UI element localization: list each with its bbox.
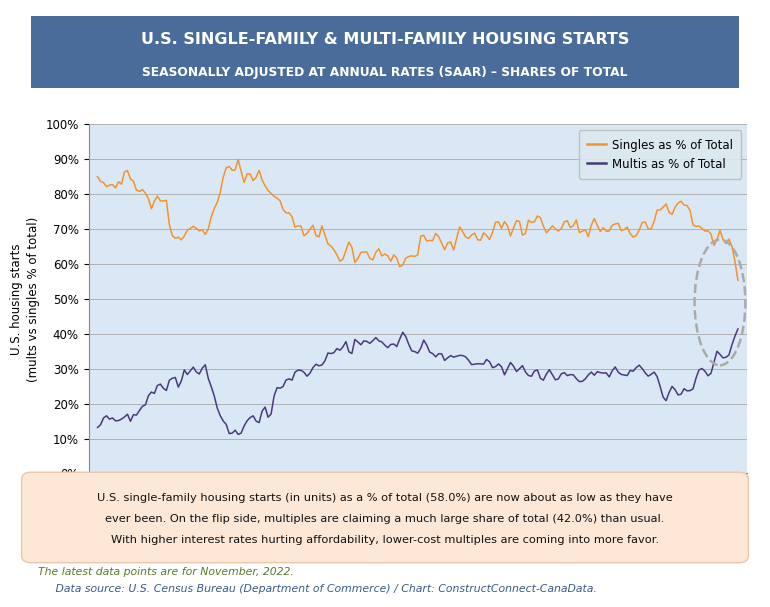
Text: SEASONALLY ADJUSTED AT ANNUAL RATES (SAAR) – SHARES OF TOTAL: SEASONALLY ADJUSTED AT ANNUAL RATES (SAA… bbox=[142, 66, 628, 79]
Text: ever been. On the flip side, multiples are claiming a much large share of total : ever been. On the flip side, multiples a… bbox=[105, 514, 665, 524]
Text: U.S. SINGLE-FAMILY & MULTI-FAMILY HOUSING STARTS: U.S. SINGLE-FAMILY & MULTI-FAMILY HOUSIN… bbox=[141, 32, 629, 47]
X-axis label: Year and month: Year and month bbox=[359, 517, 477, 531]
Text: U.S. single-family housing starts (in units) as a % of total (58.0%) are now abo: U.S. single-family housing starts (in un… bbox=[97, 493, 673, 503]
Text: The latest data points are for November, 2022.: The latest data points are for November,… bbox=[38, 567, 294, 577]
Text: Data source: U.S. Census Bureau (Department of Commerce) / Chart: ConstructConne: Data source: U.S. Census Bureau (Departm… bbox=[38, 584, 598, 594]
Legend: Singles as % of Total, Multis as % of Total: Singles as % of Total, Multis as % of To… bbox=[579, 131, 741, 179]
Text: With higher interest rates hurting affordability, lower-cost multiples are comin: With higher interest rates hurting affor… bbox=[111, 535, 659, 545]
Y-axis label: U.S. housing starts
(mults vs singles % of total): U.S. housing starts (mults vs singles % … bbox=[10, 216, 40, 382]
